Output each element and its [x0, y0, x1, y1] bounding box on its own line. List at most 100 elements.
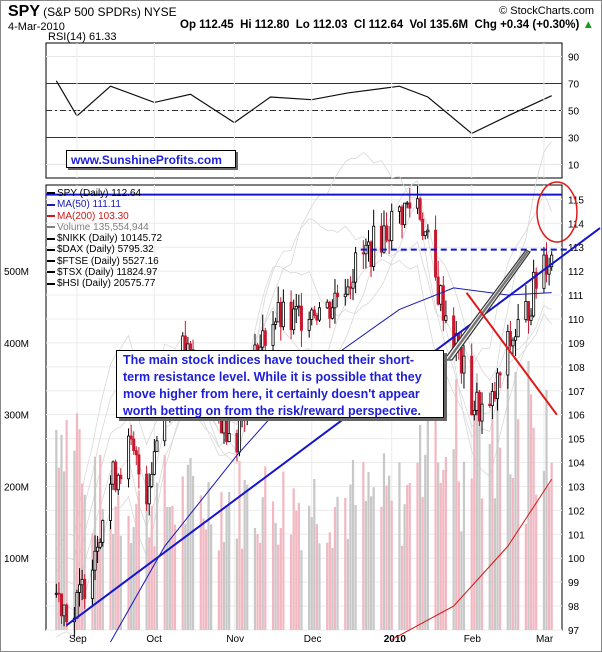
price-tick-label: 108	[568, 363, 585, 374]
candle-body	[408, 202, 412, 209]
candle-body	[459, 347, 463, 374]
price-tick-label: 110	[568, 315, 584, 326]
volume-bar	[246, 484, 249, 630]
candle-body	[227, 433, 231, 443]
legend-swatch	[47, 226, 55, 229]
legend-text: Volume 135,554,944	[57, 221, 149, 233]
candle-body	[127, 435, 131, 480]
volume-bar	[277, 544, 280, 630]
volume-bar	[96, 538, 99, 630]
volume-bar	[529, 394, 533, 630]
volume-bar	[62, 471, 66, 630]
volume-bar	[547, 485, 551, 630]
volume-tick-label: 200M	[4, 482, 29, 493]
volume-bar	[444, 457, 448, 630]
volume-bar	[532, 427, 535, 630]
candle-body	[343, 293, 347, 298]
candle-body	[495, 372, 500, 400]
legend-swatch	[47, 271, 55, 274]
candle-body	[328, 301, 332, 319]
volume-tick-label: 300M	[4, 411, 29, 422]
annotation-callout: The main stock indices have touched thei…	[116, 350, 444, 418]
high-value: Hi 112.80	[240, 19, 290, 31]
volume-bar	[137, 490, 140, 630]
candle-body	[397, 206, 401, 212]
volume-bar	[271, 501, 275, 630]
candle-body	[516, 319, 520, 338]
legend-swatch	[47, 248, 55, 251]
candle-body	[477, 391, 481, 422]
volume-bar	[186, 464, 190, 630]
volume-bar	[511, 478, 515, 630]
rsi-tick-label: 10	[568, 161, 580, 172]
candle-body	[534, 271, 538, 289]
legend-item: $TSX (Daily) 11824.97	[47, 267, 162, 278]
volume-bar	[184, 523, 187, 630]
price-tick-label: 99	[568, 578, 580, 589]
candle-body	[111, 461, 115, 485]
candle-body	[145, 473, 149, 505]
volume-bar	[261, 497, 264, 630]
rsi-line	[55, 80, 552, 135]
legend-swatch	[47, 192, 55, 195]
candle-body	[526, 301, 530, 321]
volume-bar	[191, 475, 195, 630]
volume-bar	[493, 498, 497, 630]
volume-bar	[145, 474, 148, 630]
candle-body	[90, 569, 94, 599]
volume-bar	[426, 403, 429, 630]
candle-body	[330, 307, 334, 319]
volume-bar	[349, 484, 352, 630]
volume-bar	[119, 535, 122, 630]
volume-tick-label: 500M	[4, 267, 29, 278]
candle-body	[78, 584, 82, 593]
volume-bar	[73, 450, 76, 630]
volume-bar	[545, 389, 548, 630]
up-arrow-icon: ▲	[582, 19, 594, 31]
candle-body	[436, 276, 440, 305]
volume-bar	[524, 524, 527, 630]
rsi-label: RSI(14) 61.33	[48, 31, 117, 43]
volume-bar	[181, 476, 184, 630]
volume-bar	[331, 548, 334, 630]
volume-decline-line	[465, 292, 558, 416]
candle-body	[134, 450, 138, 456]
candle-body	[235, 433, 239, 453]
volume-bar	[403, 504, 406, 630]
volume-bar	[155, 482, 159, 630]
volume-bar	[439, 482, 442, 630]
x-axis-label: 2010	[384, 634, 407, 645]
candle-body	[271, 324, 275, 346]
exchange: NYSE	[143, 5, 177, 19]
change-value: Chg +0.34 (+0.30%)	[474, 19, 580, 31]
volume-bar	[222, 542, 226, 630]
volume-bar	[264, 466, 267, 630]
volume-bar	[225, 505, 228, 630]
volume-bar	[354, 504, 357, 630]
volume-bar	[199, 495, 202, 630]
volume-bar	[351, 459, 355, 630]
volume-bar	[289, 534, 293, 630]
quote-line: Op 112.45 Hi 112.80 Lo 112.03 Cl 112.64 …	[180, 19, 594, 31]
volume-bar	[81, 483, 84, 630]
volume-bar	[336, 496, 339, 630]
price-tick-label: 114	[568, 219, 584, 230]
candle-body	[346, 286, 350, 295]
volume-bar	[109, 483, 112, 630]
legend-swatch	[47, 203, 55, 206]
volume-bar	[408, 483, 411, 630]
legend-text: MA(200) 103.30	[57, 210, 129, 222]
candle-body	[57, 592, 61, 595]
volume-bar	[101, 508, 104, 630]
price-tick-label: 112	[568, 267, 584, 278]
volume-bar	[57, 467, 61, 630]
volume-bar	[259, 542, 262, 630]
candle-body	[385, 225, 389, 241]
candle-body	[261, 330, 265, 348]
volume-bar	[235, 538, 239, 630]
candle-body	[307, 318, 311, 331]
volume-bars	[55, 355, 553, 630]
volume-bar	[434, 404, 437, 630]
watermark-text: www.SunshineProfits.com	[71, 153, 222, 167]
candle-body	[294, 306, 298, 310]
